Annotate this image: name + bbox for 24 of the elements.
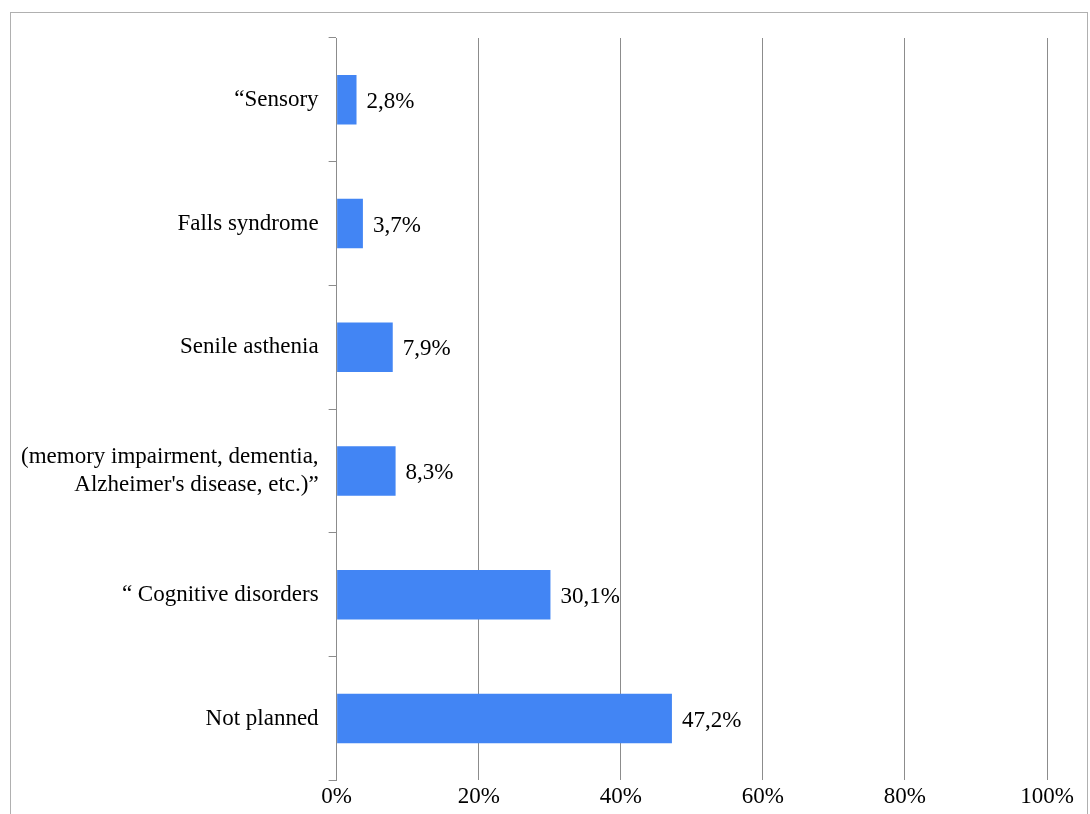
- bar: [337, 322, 393, 373]
- bar: [337, 446, 396, 496]
- y-tick-label: Falls syndrome: [177, 209, 319, 235]
- x-tick-label: 80%: [883, 783, 927, 809]
- x-tick-label: 100%: [1020, 783, 1074, 809]
- y-tick-label: “Sensory: [234, 85, 320, 111]
- data-label: 7,9%: [402, 335, 451, 361]
- y-tick-label: “ Cognitive disorders: [121, 580, 319, 606]
- y-tick-label: Senile asthenia: [180, 333, 319, 359]
- x-tick-label: 0%: [321, 783, 352, 809]
- bar: [337, 75, 357, 125]
- y-tick-label: (memory impairment, dementia, Alzheimer's disease, etc.)”: [20, 443, 319, 496]
- data-label: 30,1%: [560, 582, 620, 608]
- data-label: 3,7%: [372, 211, 421, 237]
- bar: [337, 693, 672, 744]
- x-tick-label: 40%: [599, 783, 642, 809]
- data-label: 47,2%: [681, 706, 742, 732]
- y-tick-label: Not planned: [205, 704, 320, 730]
- bar: [337, 570, 551, 620]
- data-label: 8,3%: [405, 459, 454, 485]
- x-tick-label: 20%: [457, 783, 500, 809]
- x-tick-label: 60%: [741, 783, 784, 809]
- data-label: 2,8%: [366, 87, 415, 113]
- bar: [337, 198, 363, 249]
